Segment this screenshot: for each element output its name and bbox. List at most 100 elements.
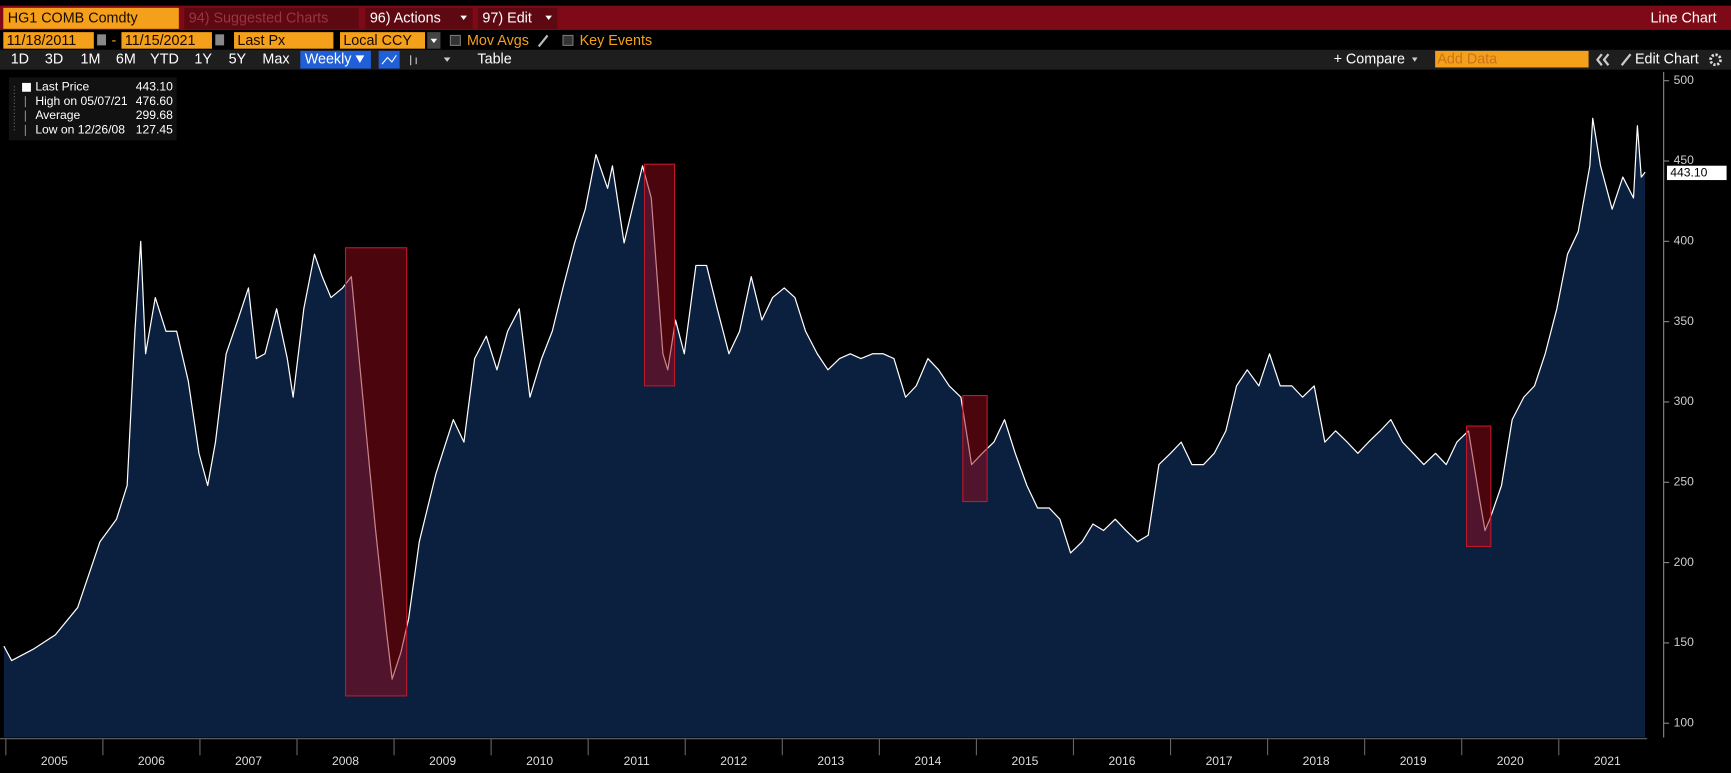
x-tick-label: 2014 bbox=[914, 754, 941, 768]
range-button[interactable]: 1D bbox=[11, 52, 29, 68]
x-tick-label: 2011 bbox=[624, 754, 650, 768]
x-tick-label: 2018 bbox=[1303, 754, 1330, 768]
x-tick-label: 2020 bbox=[1497, 754, 1524, 768]
last-price-tag bbox=[1666, 165, 1727, 181]
legend-label: Last Price bbox=[35, 80, 89, 94]
key-events-checkbox[interactable] bbox=[562, 34, 574, 46]
dropdown-arrow bbox=[1411, 57, 1418, 62]
range-bar bbox=[0, 49, 1731, 70]
x-tick-label: 2005 bbox=[41, 754, 68, 768]
suggested[interactable]: 94) Suggested Charts bbox=[189, 11, 329, 27]
highlight-region bbox=[1466, 425, 1492, 548]
x-tick-label: 2012 bbox=[720, 754, 747, 768]
range-button[interactable]: Max bbox=[262, 52, 290, 68]
x-tick-label: 2017 bbox=[1206, 754, 1233, 768]
key-events[interactable]: Key Events bbox=[580, 33, 653, 49]
y-tick-label: 100 bbox=[1674, 715, 1694, 729]
y-tick-label: 450 bbox=[1674, 153, 1694, 167]
ticker-box[interactable] bbox=[3, 7, 179, 29]
mov-avgs-checkbox[interactable] bbox=[449, 34, 461, 46]
legend-value: 127.45 bbox=[136, 123, 173, 137]
x-tick-label: 2009 bbox=[429, 754, 456, 768]
edit-button[interactable] bbox=[478, 7, 558, 29]
y-tick-label: 200 bbox=[1674, 555, 1694, 569]
add-data-box[interactable] bbox=[1435, 50, 1589, 68]
x-tick-label: 2010 bbox=[526, 754, 553, 768]
frequency-box[interactable] bbox=[300, 50, 371, 69]
dropdown-arrow bbox=[460, 15, 467, 20]
end-date-box[interactable] bbox=[121, 32, 212, 49]
calendar-icon[interactable] bbox=[97, 34, 106, 46]
dropdown-arrow bbox=[430, 38, 438, 44]
x-tick-label: 2008 bbox=[332, 754, 359, 768]
dropdown-arrow bbox=[443, 57, 451, 62]
y-tick-label: 350 bbox=[1674, 314, 1694, 328]
currency[interactable]: Local CCY bbox=[343, 33, 412, 49]
x-tick-label: 2015 bbox=[1011, 754, 1038, 768]
x-tick-label: 2021 bbox=[1594, 754, 1621, 768]
compare-button[interactable]: + Compare bbox=[1334, 52, 1405, 68]
y-tick-label: 400 bbox=[1674, 234, 1694, 248]
suggested-button[interactable] bbox=[184, 7, 359, 29]
x-tick-label: 2006 bbox=[138, 754, 165, 768]
settings-icon[interactable] bbox=[1709, 53, 1722, 67]
range-button[interactable]: 3D bbox=[45, 52, 63, 68]
range-button[interactable]: 1Y bbox=[194, 52, 212, 68]
range-button[interactable]: YTD bbox=[150, 52, 179, 68]
add-data[interactable]: Add Data bbox=[1437, 52, 1497, 68]
range-button[interactable]: 5Y bbox=[229, 52, 247, 68]
legend-label: Average bbox=[35, 108, 80, 122]
dropdown-arrow bbox=[355, 55, 365, 64]
x-tick-label: 2016 bbox=[1109, 754, 1136, 768]
range-button[interactable]: 6M bbox=[116, 52, 136, 68]
calendar-icon[interactable] bbox=[215, 34, 225, 46]
plot: 100 150 200 250 300 350 400 450 500 2005 2006 2007 2… bbox=[0, 71, 1694, 768]
collapse-icon[interactable] bbox=[1596, 53, 1603, 66]
start-date-box[interactable] bbox=[3, 32, 94, 49]
highlight-region bbox=[962, 394, 988, 503]
pencil-icon[interactable] bbox=[537, 34, 549, 48]
y-tick-label: 500 bbox=[1674, 73, 1694, 87]
actions[interactable]: 96) Actions bbox=[370, 11, 441, 27]
legend-value: 443.10 bbox=[136, 80, 173, 94]
edit[interactable]: 97) Edit bbox=[482, 11, 531, 27]
legend-value: 299.68 bbox=[136, 108, 173, 122]
legend-label: High on 05/07/21 bbox=[35, 94, 128, 108]
legend-value: 476.60 bbox=[136, 94, 173, 108]
y-tick-label: 150 bbox=[1674, 635, 1694, 649]
pencil-icon[interactable] bbox=[1620, 53, 1632, 66]
legend-swatch bbox=[22, 82, 31, 92]
dropdown-arrow bbox=[545, 15, 552, 20]
actions-button[interactable] bbox=[365, 7, 473, 29]
y-tick-label: 250 bbox=[1674, 474, 1694, 488]
legend: Last Price 443.10 High on 05/07/21 476.60 Av… bbox=[13, 80, 173, 137]
edit-chart[interactable]: Edit Chart bbox=[1635, 52, 1699, 68]
currency-box[interactable] bbox=[340, 32, 426, 49]
end-date[interactable]: 11/15/2021 bbox=[125, 33, 196, 49]
chart-kind: Line Chart bbox=[1650, 11, 1716, 27]
date-separator: - bbox=[111, 33, 116, 49]
mov-avgs[interactable]: Mov Avgs bbox=[467, 33, 529, 49]
y-tick-label: 300 bbox=[1674, 394, 1694, 408]
field[interactable]: Last Px bbox=[237, 33, 286, 49]
field-box[interactable] bbox=[234, 32, 334, 49]
range-buttons: 1D 3D 1M 6M YTD 1Y 5Y Max bbox=[11, 52, 291, 68]
last-price-tag-label: 443.10 bbox=[1670, 166, 1707, 180]
legend-box bbox=[8, 77, 177, 141]
line-icon-glyph bbox=[381, 55, 397, 65]
legend-label: Low on 12/26/08 bbox=[35, 123, 125, 137]
x-tick-label: 2007 bbox=[235, 754, 262, 768]
start-date[interactable]: 11/18/2011 bbox=[7, 33, 77, 49]
highlight-region bbox=[643, 163, 676, 387]
price-line bbox=[3, 117, 1646, 680]
x-tick-label: 2013 bbox=[817, 754, 844, 768]
table-button[interactable]: Table bbox=[477, 52, 511, 68]
ticker[interactable]: HG1 COMB Comdty bbox=[8, 11, 139, 27]
highlight-region bbox=[344, 247, 408, 697]
collapse-icon[interactable] bbox=[1602, 53, 1610, 66]
frequency[interactable]: Weekly bbox=[305, 52, 353, 68]
x-tick-label: 2019 bbox=[1400, 754, 1427, 768]
range-button[interactable]: 1M bbox=[81, 52, 101, 68]
